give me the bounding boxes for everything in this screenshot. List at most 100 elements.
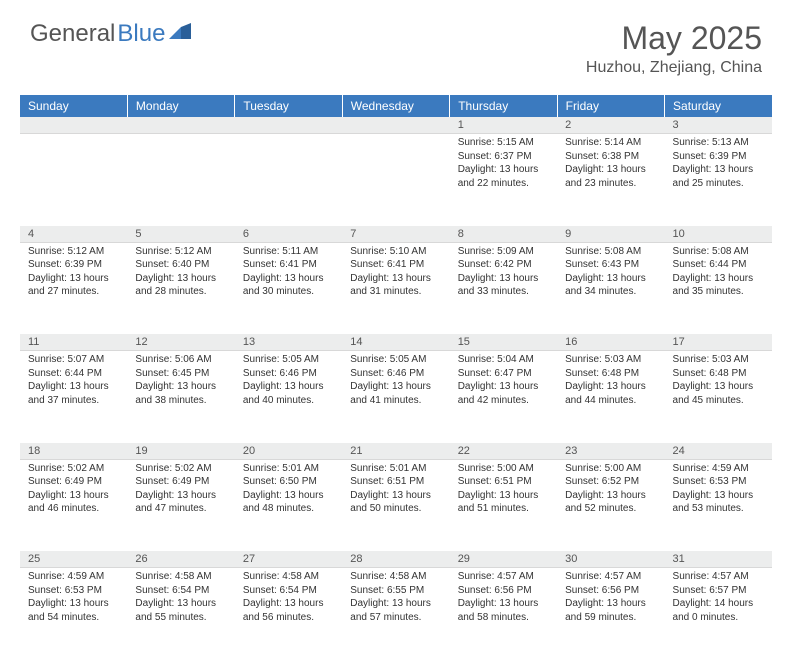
- day-number: 11: [20, 334, 127, 350]
- day-number: [235, 117, 342, 133]
- day-number: 18: [20, 443, 127, 459]
- daylight-text: Daylight: 13 hours and 50 minutes.: [350, 489, 441, 516]
- day-number: 9: [557, 226, 664, 242]
- day-number-cell: 27: [235, 551, 342, 568]
- day-number-cell: 6: [235, 226, 342, 243]
- day-cell: Sunrise: 5:15 AMSunset: 6:37 PMDaylight:…: [450, 134, 557, 226]
- day-cell: [127, 134, 234, 226]
- sunset-text: Sunset: 6:39 PM: [28, 258, 119, 272]
- day-content: Sunrise: 5:01 AMSunset: 6:51 PMDaylight:…: [342, 460, 449, 522]
- day-number: 4: [20, 226, 127, 242]
- sunset-text: Sunset: 6:56 PM: [458, 584, 549, 598]
- sunset-text: Sunset: 6:52 PM: [565, 475, 656, 489]
- day-content: Sunrise: 5:11 AMSunset: 6:41 PMDaylight:…: [235, 243, 342, 305]
- day-number-cell: 21: [342, 443, 449, 460]
- day-content: Sunrise: 5:12 AMSunset: 6:39 PMDaylight:…: [20, 243, 127, 305]
- daylight-text: Daylight: 13 hours and 38 minutes.: [135, 380, 226, 407]
- day-content: Sunrise: 5:05 AMSunset: 6:46 PMDaylight:…: [342, 351, 449, 413]
- day-content: Sunrise: 5:08 AMSunset: 6:44 PMDaylight:…: [665, 243, 772, 305]
- sunset-text: Sunset: 6:46 PM: [350, 367, 441, 381]
- day-cell: Sunrise: 5:08 AMSunset: 6:44 PMDaylight:…: [665, 242, 772, 334]
- sunrise-text: Sunrise: 5:11 AM: [243, 245, 334, 259]
- logo: GeneralBlue: [30, 20, 195, 48]
- day-cell: Sunrise: 5:11 AMSunset: 6:41 PMDaylight:…: [235, 242, 342, 334]
- week-row: Sunrise: 5:07 AMSunset: 6:44 PMDaylight:…: [20, 351, 772, 443]
- day-content: Sunrise: 5:02 AMSunset: 6:49 PMDaylight:…: [127, 460, 234, 522]
- day-number: 19: [127, 443, 234, 459]
- day-number: 21: [342, 443, 449, 459]
- day-content: Sunrise: 5:02 AMSunset: 6:49 PMDaylight:…: [20, 460, 127, 522]
- day-cell: Sunrise: 5:00 AMSunset: 6:51 PMDaylight:…: [450, 459, 557, 551]
- sunset-text: Sunset: 6:41 PM: [350, 258, 441, 272]
- day-cell: Sunrise: 5:01 AMSunset: 6:51 PMDaylight:…: [342, 459, 449, 551]
- day-number-cell: 13: [235, 334, 342, 351]
- sunset-text: Sunset: 6:41 PM: [243, 258, 334, 272]
- sunset-text: Sunset: 6:46 PM: [243, 367, 334, 381]
- weekday-header: Wednesday: [342, 95, 449, 117]
- weekday-header: Tuesday: [235, 95, 342, 117]
- day-cell: [342, 134, 449, 226]
- day-number: 28: [342, 551, 449, 567]
- day-cell: Sunrise: 5:05 AMSunset: 6:46 PMDaylight:…: [342, 351, 449, 443]
- sunrise-text: Sunrise: 4:59 AM: [28, 570, 119, 584]
- day-number: 24: [665, 443, 772, 459]
- sunset-text: Sunset: 6:54 PM: [135, 584, 226, 598]
- daylight-text: Daylight: 13 hours and 51 minutes.: [458, 489, 549, 516]
- sunset-text: Sunset: 6:39 PM: [673, 150, 764, 164]
- daylight-text: Daylight: 13 hours and 48 minutes.: [243, 489, 334, 516]
- sunrise-text: Sunrise: 4:58 AM: [135, 570, 226, 584]
- day-content: Sunrise: 5:03 AMSunset: 6:48 PMDaylight:…: [557, 351, 664, 413]
- day-content: Sunrise: 5:15 AMSunset: 6:37 PMDaylight:…: [450, 134, 557, 196]
- day-number: 14: [342, 334, 449, 350]
- sunset-text: Sunset: 6:42 PM: [458, 258, 549, 272]
- week-row: Sunrise: 5:02 AMSunset: 6:49 PMDaylight:…: [20, 459, 772, 551]
- day-cell: Sunrise: 5:02 AMSunset: 6:49 PMDaylight:…: [127, 459, 234, 551]
- location: Huzhou, Zhejiang, China: [586, 59, 762, 77]
- day-cell: Sunrise: 5:12 AMSunset: 6:39 PMDaylight:…: [20, 242, 127, 334]
- sunrise-text: Sunrise: 5:04 AM: [458, 353, 549, 367]
- daylight-text: Daylight: 13 hours and 46 minutes.: [28, 489, 119, 516]
- sunrise-text: Sunrise: 4:58 AM: [350, 570, 441, 584]
- sunrise-text: Sunrise: 5:10 AM: [350, 245, 441, 259]
- day-cell: Sunrise: 4:59 AMSunset: 6:53 PMDaylight:…: [665, 459, 772, 551]
- daylight-text: Daylight: 13 hours and 27 minutes.: [28, 272, 119, 299]
- sunrise-text: Sunrise: 5:15 AM: [458, 136, 549, 150]
- day-cell: Sunrise: 5:04 AMSunset: 6:47 PMDaylight:…: [450, 351, 557, 443]
- day-cell: [235, 134, 342, 226]
- sunset-text: Sunset: 6:45 PM: [135, 367, 226, 381]
- day-cell: Sunrise: 5:05 AMSunset: 6:46 PMDaylight:…: [235, 351, 342, 443]
- sunset-text: Sunset: 6:44 PM: [673, 258, 764, 272]
- day-number: 3: [665, 117, 772, 133]
- daylight-text: Daylight: 13 hours and 37 minutes.: [28, 380, 119, 407]
- day-cell: Sunrise: 4:58 AMSunset: 6:54 PMDaylight:…: [235, 568, 342, 660]
- day-number: 30: [557, 551, 664, 567]
- daylight-text: Daylight: 13 hours and 42 minutes.: [458, 380, 549, 407]
- day-number: 31: [665, 551, 772, 567]
- day-number-cell: 31: [665, 551, 772, 568]
- day-number: 16: [557, 334, 664, 350]
- sunrise-text: Sunrise: 4:57 AM: [673, 570, 764, 584]
- day-number: 10: [665, 226, 772, 242]
- sunset-text: Sunset: 6:51 PM: [458, 475, 549, 489]
- daylight-text: Daylight: 13 hours and 28 minutes.: [135, 272, 226, 299]
- day-number-cell: 9: [557, 226, 664, 243]
- daylight-text: Daylight: 13 hours and 25 minutes.: [673, 163, 764, 190]
- day-number-cell: [342, 117, 449, 134]
- daynum-row: 18192021222324: [20, 443, 772, 460]
- sunrise-text: Sunrise: 5:05 AM: [243, 353, 334, 367]
- day-content: Sunrise: 4:57 AMSunset: 6:57 PMDaylight:…: [665, 568, 772, 630]
- sunset-text: Sunset: 6:51 PM: [350, 475, 441, 489]
- day-cell: Sunrise: 4:57 AMSunset: 6:57 PMDaylight:…: [665, 568, 772, 660]
- day-cell: Sunrise: 5:03 AMSunset: 6:48 PMDaylight:…: [665, 351, 772, 443]
- sunset-text: Sunset: 6:56 PM: [565, 584, 656, 598]
- daylight-text: Daylight: 13 hours and 22 minutes.: [458, 163, 549, 190]
- sunset-text: Sunset: 6:53 PM: [673, 475, 764, 489]
- sunset-text: Sunset: 6:49 PM: [135, 475, 226, 489]
- day-number: 8: [450, 226, 557, 242]
- day-content: Sunrise: 5:05 AMSunset: 6:46 PMDaylight:…: [235, 351, 342, 413]
- daylight-text: Daylight: 13 hours and 59 minutes.: [565, 597, 656, 624]
- day-cell: Sunrise: 5:12 AMSunset: 6:40 PMDaylight:…: [127, 242, 234, 334]
- daynum-row: 45678910: [20, 226, 772, 243]
- day-content: Sunrise: 5:13 AMSunset: 6:39 PMDaylight:…: [665, 134, 772, 196]
- day-content: Sunrise: 4:58 AMSunset: 6:54 PMDaylight:…: [127, 568, 234, 630]
